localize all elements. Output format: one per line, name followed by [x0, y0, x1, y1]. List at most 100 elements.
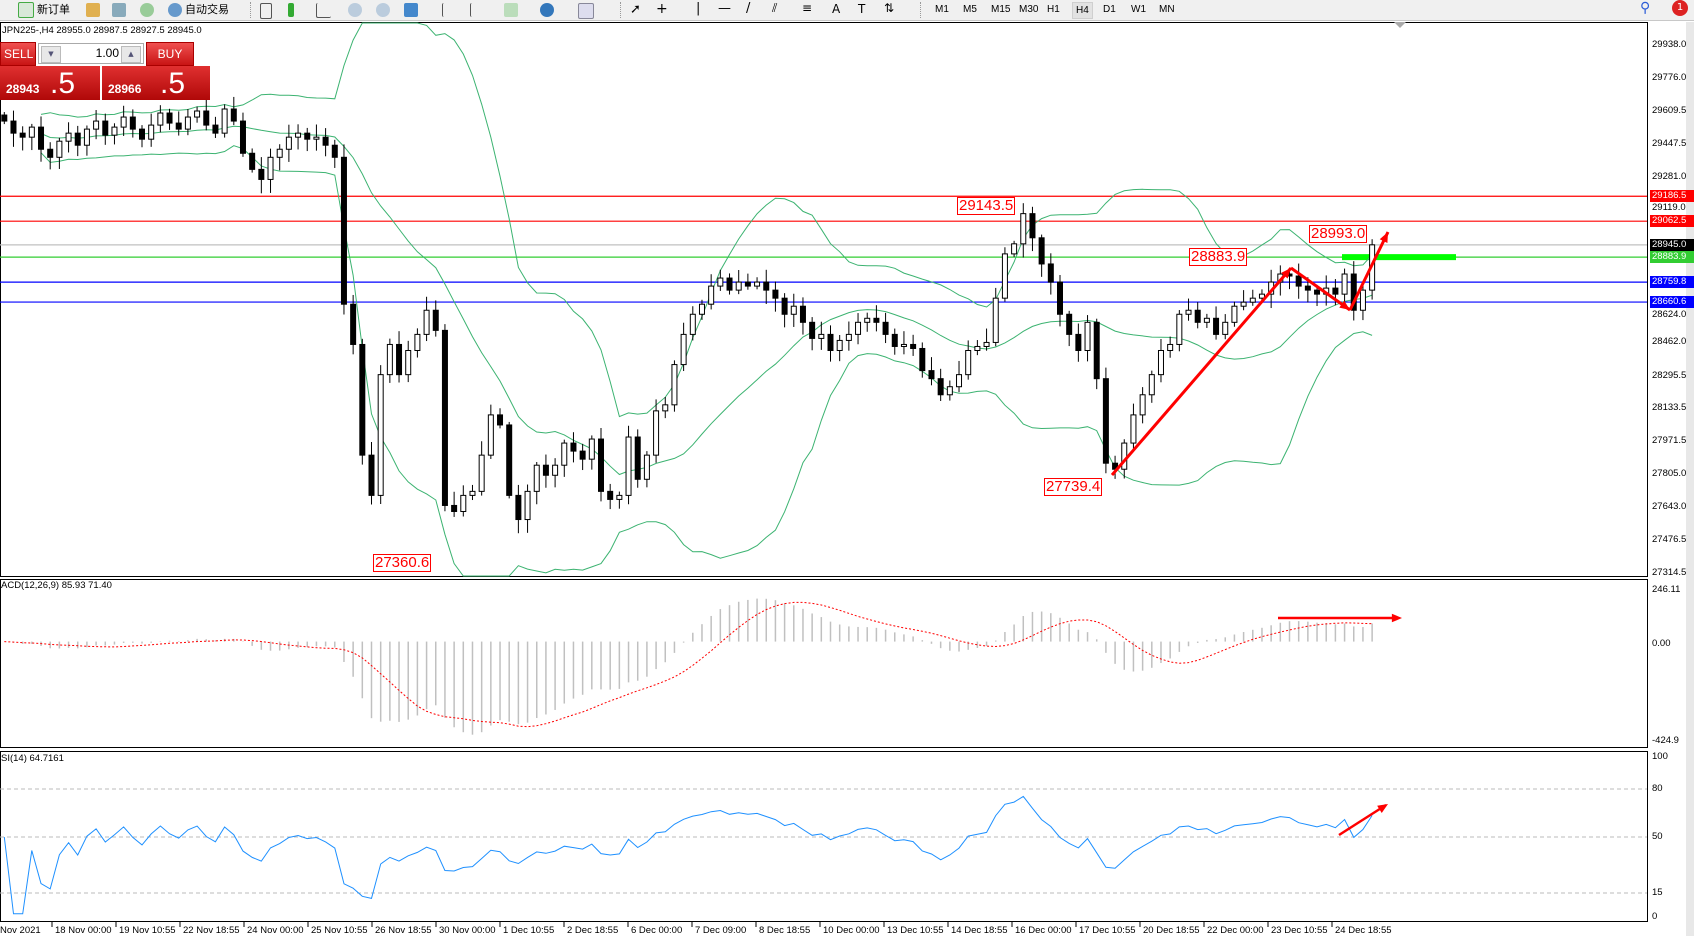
navigator-icon[interactable]: [112, 3, 126, 17]
templates-icon[interactable]: [578, 3, 594, 19]
separator: [920, 2, 922, 18]
timeframe-m15[interactable]: M15: [991, 4, 1011, 15]
text-label-icon[interactable]: T: [858, 2, 866, 16]
timeframe-mn[interactable]: MN: [1159, 4, 1175, 15]
bull-candle: [1341, 273, 1348, 295]
bear-candle: [497, 414, 504, 426]
bull-candle: [864, 317, 871, 323]
bull-candle: [313, 136, 320, 140]
bull-candle: [414, 333, 421, 351]
timeframe-m30[interactable]: M30: [1019, 4, 1039, 15]
bear-candle: [781, 297, 788, 315]
chart-shift-icon[interactable]: [442, 3, 457, 17]
time-axis-label: 18 Nov 00:00: [55, 925, 112, 936]
time-axis-label: 25 Nov 10:55: [311, 925, 368, 936]
auto-trading-button[interactable]: 自动交易: [168, 1, 229, 18]
crosshair-icon[interactable]: +: [656, 1, 668, 17]
lot-decrease-button[interactable]: ▼: [41, 46, 61, 63]
zoom-in-icon[interactable]: [348, 3, 362, 17]
bear-candle: [230, 108, 237, 122]
annotation-recent-high[interactable]: 28993.0: [1309, 225, 1368, 243]
bull-candle: [708, 285, 715, 305]
annotation-low[interactable]: 27360.6: [373, 554, 432, 572]
timeframe-h4[interactable]: H4: [1072, 2, 1093, 19]
bear-candle: [1, 114, 8, 122]
fibonacci-icon[interactable]: ≡: [802, 1, 813, 15]
bull-candle: [386, 343, 393, 376]
annotation-swing-low[interactable]: 27739.4: [1044, 478, 1103, 496]
buy-button[interactable]: BUY: [146, 42, 194, 66]
rsi-axis-label: 80: [1652, 783, 1663, 794]
timeframe-m1[interactable]: M1: [935, 4, 949, 15]
bull-candle: [65, 132, 72, 142]
price-axis-label: 27971.5: [1652, 434, 1687, 446]
time-axis-label: 13 Dec 10:55: [887, 925, 944, 936]
lot-value[interactable]: 1.00: [95, 46, 119, 60]
bull-candle: [1148, 374, 1155, 396]
bull-candle: [478, 454, 485, 492]
bear-candle: [598, 438, 604, 492]
lot-increase-button[interactable]: ▲: [121, 46, 141, 63]
cursor-icon[interactable]: ➚: [630, 2, 641, 17]
timeframe-m5[interactable]: M5: [963, 4, 977, 15]
annotation-high[interactable]: 29143.5: [957, 197, 1016, 215]
bull-candle: [93, 120, 100, 130]
bull-candle: [836, 339, 843, 351]
periods-clock-icon[interactable]: [540, 3, 554, 17]
timeframe-h1[interactable]: H1: [1047, 4, 1060, 15]
ask-main: 28966: [108, 82, 142, 96]
bear-candle: [506, 424, 513, 496]
tile-windows-icon[interactable]: [404, 3, 418, 17]
price-axis-label: 28295.5: [1652, 369, 1687, 381]
bear-candle: [607, 490, 614, 500]
timeframe-w1[interactable]: W1: [1131, 4, 1146, 15]
line-chart-icon[interactable]: [316, 3, 331, 18]
annotation-support[interactable]: 28883.9: [1189, 248, 1248, 266]
search-icon[interactable]: ⚲: [1640, 0, 1651, 16]
bear-candle: [1075, 333, 1082, 351]
indicators-icon[interactable]: [504, 3, 518, 17]
bull-candle: [1249, 297, 1256, 303]
trendline-icon[interactable]: /: [746, 1, 751, 16]
bear-candle: [102, 120, 109, 136]
timeframe-d1[interactable]: D1: [1103, 4, 1116, 15]
new-order-button[interactable]: 新订单: [18, 1, 70, 18]
bear-candle: [1213, 317, 1220, 335]
bid-price-button[interactable]: 28943 .5: [0, 66, 100, 100]
price-axis-label: 29119.0: [1652, 202, 1686, 214]
time-axis-label: 1 Dec 10:55: [503, 925, 555, 936]
lot-size-input[interactable]: ▼ 1.00 ▲: [38, 43, 144, 64]
candlestick-icon[interactable]: [288, 3, 294, 17]
bear-candle: [634, 436, 641, 480]
time-axis-label: 22 Nov 18:55: [183, 925, 240, 936]
bear-candle: [542, 464, 549, 476]
ask-price-button[interactable]: 28966 .5: [102, 66, 210, 100]
market-watch-icon[interactable]: [86, 3, 100, 17]
arrows-icon[interactable]: ⇅: [884, 1, 895, 15]
bull-candle: [221, 108, 228, 134]
bar-chart-icon[interactable]: [260, 3, 272, 19]
sell-button[interactable]: SELL: [0, 42, 36, 66]
zoom-out-icon[interactable]: [376, 3, 390, 17]
bull-candle: [377, 374, 384, 496]
bear-candle: [331, 144, 338, 158]
horizontal-line-icon[interactable]: —: [718, 1, 731, 16]
price-axis-label: 29938.0: [1652, 39, 1687, 50]
equidistant-channel-icon[interactable]: ⫽: [772, 1, 778, 15]
level-price-tag: 28945.0: [1650, 238, 1694, 251]
macd-signal-line: [4, 601, 1373, 728]
vertical-line-icon[interactable]: |: [696, 1, 701, 16]
bear-candle: [1332, 287, 1339, 295]
bear-candle: [10, 120, 17, 134]
bear-candle: [882, 321, 889, 335]
bull-candle: [487, 414, 494, 456]
autoscroll-icon[interactable]: [470, 3, 485, 17]
text-icon[interactable]: A: [832, 2, 841, 16]
price-axis-label: 28462.0: [1652, 336, 1687, 348]
notification-badge[interactable]: 1: [1672, 0, 1688, 16]
right-scroll-strip: [1686, 22, 1694, 936]
bull-candle: [735, 281, 742, 291]
price-axis-label: 29609.5: [1652, 105, 1687, 117]
signals-icon[interactable]: [140, 3, 154, 17]
